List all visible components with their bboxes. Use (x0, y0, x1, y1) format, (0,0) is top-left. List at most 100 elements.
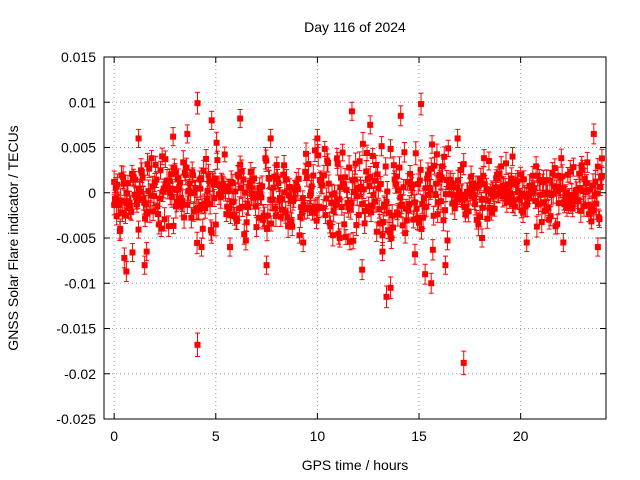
data-point (356, 151, 363, 172)
data-point (488, 204, 495, 221)
x-tick-label: 15 (411, 428, 427, 444)
data-point (460, 153, 467, 176)
data-point (316, 195, 323, 218)
data-point (429, 135, 436, 154)
data-point (401, 141, 408, 163)
data-point (554, 214, 561, 235)
y-tick-label: -0.015 (56, 321, 96, 337)
data-point (430, 206, 437, 226)
data-point (491, 200, 498, 217)
data-point (295, 168, 302, 190)
data-point (594, 237, 601, 257)
data-point (264, 204, 271, 227)
data-point (173, 192, 180, 213)
data-point (139, 168, 146, 187)
data-point (300, 232, 307, 253)
data-point (194, 231, 201, 255)
data-point (417, 159, 424, 181)
data-point (412, 141, 419, 166)
y-tick-label: -0.005 (56, 230, 96, 246)
data-point (194, 332, 201, 358)
data-point (268, 215, 275, 232)
data-point (237, 108, 244, 129)
data-point (570, 157, 577, 177)
data-point (289, 216, 296, 237)
data-point (143, 242, 150, 262)
data-point (214, 150, 221, 170)
data-point (232, 182, 239, 201)
data-point (301, 196, 308, 220)
data-point (146, 200, 153, 223)
data-point (184, 124, 191, 144)
data-point (286, 178, 293, 196)
data-point (376, 199, 383, 219)
data-point (396, 156, 403, 179)
data-point (355, 205, 362, 225)
data-point (379, 242, 386, 262)
data-point (372, 190, 379, 213)
data-point (384, 181, 391, 202)
data-point (567, 159, 574, 184)
data-point (422, 263, 429, 285)
x-axis-label: GPS time / hours (302, 457, 409, 473)
data-point (123, 261, 130, 282)
data-point (346, 233, 353, 251)
data-point (221, 146, 228, 163)
data-point (323, 187, 330, 210)
data-point (472, 192, 479, 216)
data-point (162, 150, 169, 168)
data-point (242, 230, 249, 251)
data-point (481, 149, 488, 168)
data-point (444, 230, 451, 251)
data-point (170, 127, 177, 147)
data-point (158, 220, 165, 237)
data-point (211, 189, 218, 207)
data-point (503, 151, 510, 175)
data-point (576, 177, 583, 199)
data-point (267, 128, 274, 148)
data-point (547, 206, 554, 227)
data-point (161, 207, 168, 232)
data-point (227, 237, 234, 257)
data-point (544, 184, 551, 201)
data-point (590, 123, 597, 145)
y-tick-label: 0 (88, 185, 96, 201)
data-point (498, 156, 505, 177)
data-point (261, 206, 268, 226)
data-point (598, 148, 605, 168)
data-point (454, 128, 461, 148)
data-point (333, 192, 340, 216)
data-point (335, 222, 342, 245)
y-tick-label: 0.005 (61, 140, 96, 156)
y-tick-label: 0.015 (61, 49, 96, 65)
data-point (577, 199, 584, 223)
data-point (336, 228, 343, 248)
data-point (120, 171, 127, 196)
data-point (369, 147, 376, 165)
data-point (411, 243, 418, 265)
data-point (363, 144, 370, 162)
data-point (233, 212, 240, 231)
data-point (596, 210, 603, 229)
data-point (239, 196, 246, 217)
data-point (306, 200, 313, 216)
data-point (477, 167, 484, 192)
data-point (129, 242, 136, 263)
data-point (442, 255, 449, 275)
data-point (255, 207, 262, 229)
plot-frame (103, 56, 607, 420)
data-point (172, 163, 179, 183)
data-point (212, 212, 219, 237)
data-point (429, 239, 436, 261)
data-point (198, 237, 205, 257)
data-point (152, 155, 159, 174)
data-point (315, 144, 322, 167)
data-point (245, 198, 252, 216)
data-point (445, 139, 452, 158)
y-axis-ticks: -0.025 -0.02 -0.015 -0.01 -0.005 0 0.005 0.01 0.… (56, 49, 606, 427)
data-point (135, 128, 142, 148)
y-tick-label: -0.01 (64, 275, 96, 291)
data-point (434, 205, 441, 223)
data-point (385, 204, 392, 221)
